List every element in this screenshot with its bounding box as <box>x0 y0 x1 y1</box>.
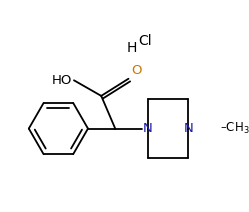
Text: N: N <box>143 122 153 135</box>
Text: HO: HO <box>51 74 72 87</box>
Text: H: H <box>126 41 136 55</box>
Text: –CH$_3$: –CH$_3$ <box>220 121 249 136</box>
Text: N: N <box>184 122 193 135</box>
Text: Cl: Cl <box>139 33 152 48</box>
Text: O: O <box>131 64 141 77</box>
